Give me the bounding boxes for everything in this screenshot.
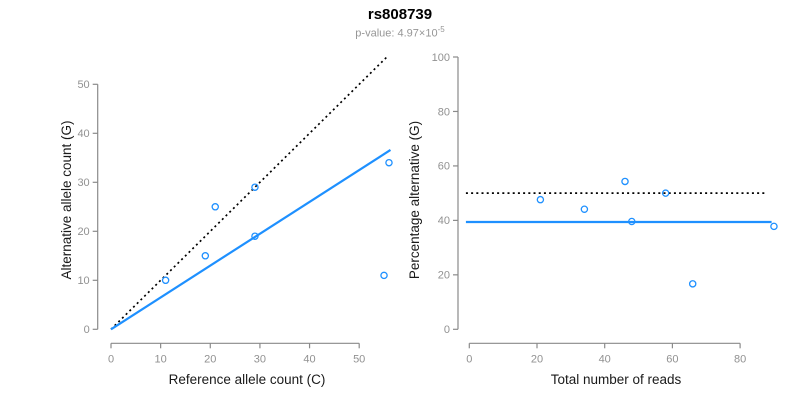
x-axis-tick-label: 80: [734, 353, 746, 365]
x-axis-title: Total number of reads: [551, 372, 682, 387]
x-axis-tick-label: 40: [599, 353, 611, 365]
data-point: [380, 271, 388, 280]
data-point: [161, 276, 170, 285]
x-axis-tick-label: 10: [155, 353, 167, 365]
data-point: [211, 203, 219, 211]
y-axis-tick-label: 10: [77, 275, 89, 287]
y-axis-tick-label: 50: [77, 79, 89, 91]
y-axis-tick-label: 30: [77, 177, 89, 189]
left-plot: 0 10 20 30 40 50 0 10 20 30 40 50 Reference allele c…: [59, 55, 393, 387]
x-axis-tick-label: 40: [303, 353, 315, 365]
y-axis-title: Alternative allele count (G): [59, 120, 74, 279]
y-axis-tick-label: 100: [432, 52, 450, 64]
x-axis-tick-label: 20: [531, 353, 543, 365]
data-point: [536, 195, 545, 204]
data-point: [201, 252, 210, 260]
data-point: [688, 280, 697, 288]
identity-line: [110, 55, 389, 330]
x-axis-tick-label: 0: [108, 353, 114, 365]
data-point: [251, 232, 259, 240]
figure-subtitle: p-value: 4.97×10-5: [0, 25, 800, 40]
pvalue-text: p-value: 4.97×10: [355, 27, 438, 40]
y-axis-tick-label: 0: [84, 324, 90, 336]
pvalue-exponent: -5: [437, 25, 445, 34]
data-point: [251, 183, 259, 191]
y-axis-tick-label: 20: [438, 270, 450, 282]
y-axis-title: Percentage alternative (G): [407, 121, 422, 279]
y-axis-tick-label: 40: [438, 215, 450, 227]
data-point: [628, 217, 636, 226]
data-point: [770, 222, 778, 231]
figure-title: rs808739: [367, 6, 433, 23]
data-point: [661, 189, 670, 197]
data-point: [621, 177, 629, 186]
x-axis-tick-label: 20: [204, 353, 216, 365]
y-axis-tick-label: 0: [444, 324, 450, 336]
data-point: [385, 158, 393, 167]
fit-line: [110, 149, 392, 331]
x-axis-tick-label: 30: [254, 353, 266, 365]
data-point: [580, 205, 589, 213]
y-axis-tick-label: 60: [438, 161, 450, 173]
x-axis-tick-label: 60: [666, 353, 678, 365]
y-axis-tick-label: 80: [438, 106, 450, 118]
x-axis-tick-label: 50: [353, 353, 365, 365]
y-axis-tick-label: 40: [77, 128, 89, 140]
x-axis-title: Reference allele count (C): [169, 372, 326, 387]
y-axis-tick-label: 20: [77, 226, 89, 238]
x-axis-tick-label: 0: [466, 353, 472, 365]
right-plot: 0 20 40 60 80 100 0 20 40 60 80 Total number of rea…: [407, 52, 778, 387]
